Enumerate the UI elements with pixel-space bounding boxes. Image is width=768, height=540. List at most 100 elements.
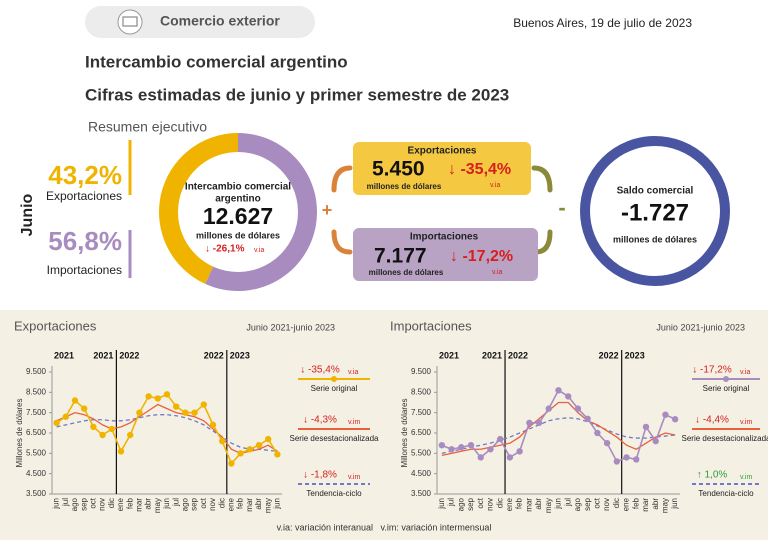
x-tick-label: nov xyxy=(208,498,217,511)
x-tick-label: may xyxy=(153,498,162,513)
x-tick-label: dic xyxy=(612,498,621,508)
series-marker xyxy=(81,405,88,412)
y-tick-label: 5.500 xyxy=(411,448,432,457)
balance-title: Saldo comercial xyxy=(617,186,694,197)
x-tick-label: may xyxy=(544,498,553,513)
year-label: 2021 xyxy=(439,350,459,360)
donut-segment xyxy=(205,133,317,291)
series-marker xyxy=(71,397,79,404)
series-marker xyxy=(246,446,253,453)
donut-segment xyxy=(159,133,238,284)
x-tick-label: feb xyxy=(125,497,134,509)
y-tick-label: 9.500 xyxy=(411,367,432,376)
series-marker xyxy=(671,416,679,423)
balance-value: -1.727 xyxy=(621,199,689,226)
legend-change-unit: v.im xyxy=(348,419,360,426)
series-marker xyxy=(642,423,650,431)
summary-label: Resumen ejecutivo xyxy=(88,119,207,135)
x-tick-label: nov xyxy=(98,498,107,511)
x-tick-label: abr xyxy=(254,498,263,510)
exports-value: 5.450 xyxy=(372,158,425,181)
series-marker xyxy=(535,419,543,427)
imports-change: ↓ -17,2% xyxy=(450,248,513,265)
imports-box xyxy=(353,228,538,281)
x-tick-label: sep xyxy=(466,497,475,510)
series-marker xyxy=(516,448,523,455)
x-tick-label: ene xyxy=(505,497,514,511)
x-tick-label: jun xyxy=(52,498,61,510)
series-marker xyxy=(90,423,97,431)
series-marker xyxy=(545,405,552,412)
x-tick-label: oct xyxy=(476,497,485,508)
section-name: Comercio exterior xyxy=(160,13,280,29)
x-tick-label: may xyxy=(661,498,670,513)
bracket-left xyxy=(331,165,353,255)
x-tick-label: nov xyxy=(602,498,611,511)
series-marker xyxy=(182,409,189,416)
series-marker xyxy=(487,446,494,453)
y-tick-label: 4.500 xyxy=(411,469,432,478)
year-label: 2021 xyxy=(54,350,74,360)
series-line xyxy=(441,417,676,454)
series-marker xyxy=(633,456,640,463)
section-icon xyxy=(117,9,143,35)
series-marker xyxy=(274,451,281,458)
year-label: 2022 xyxy=(508,350,528,360)
series-marker xyxy=(448,446,455,453)
legend-change-unit: v.ia xyxy=(348,369,358,376)
x-tick-label: jun xyxy=(437,498,446,510)
legend-change: ↓ -35,4% xyxy=(300,365,340,376)
section-icon-detail xyxy=(122,16,138,27)
period: Junio xyxy=(19,193,36,236)
x-tick-label: abr xyxy=(144,498,153,510)
x-tick-label: mar xyxy=(524,498,533,512)
series-marker xyxy=(136,409,143,416)
legend-label: Serie original xyxy=(311,384,358,393)
legend-change-unit: v.ia xyxy=(740,369,750,376)
x-tick-label: feb xyxy=(515,497,524,509)
legend-label: Serie original xyxy=(703,384,750,393)
y-tick-label: 8.500 xyxy=(26,387,47,396)
x-tick-label: jun xyxy=(554,498,563,510)
x-tick-label: jun xyxy=(670,498,679,510)
x-tick-label: ago xyxy=(70,497,79,511)
series-marker xyxy=(526,419,533,427)
series-marker xyxy=(99,431,106,439)
minus-sign: - xyxy=(558,195,565,220)
series-marker xyxy=(613,458,621,465)
series-marker xyxy=(191,409,198,416)
x-tick-label: ene xyxy=(116,497,125,511)
y-tick-label: 7.500 xyxy=(26,408,47,417)
legend-change: ↓ -1,8% xyxy=(303,470,337,481)
year-label: 2023 xyxy=(625,350,645,360)
y-axis-label: Millones de dólares xyxy=(400,399,409,468)
x-tick-label: mar xyxy=(245,498,254,512)
x-tick-label: jul xyxy=(563,498,572,507)
series-marker xyxy=(603,439,611,447)
series-marker xyxy=(219,437,226,445)
series-marker xyxy=(467,442,475,449)
series-line xyxy=(56,414,278,452)
series-marker xyxy=(255,442,263,449)
chart-subtitle: Junio 2021-junio 2023 xyxy=(656,322,745,332)
share-name: Exportaciones xyxy=(46,189,122,203)
x-tick-label: sep xyxy=(190,497,199,510)
series-marker xyxy=(265,435,272,443)
charts-panel xyxy=(0,310,768,540)
series-marker xyxy=(237,450,244,457)
y-tick-label: 5.500 xyxy=(26,448,47,457)
y-tick-label: 6.500 xyxy=(411,428,432,437)
share-value: 43,2% xyxy=(48,160,122,190)
y-axis-label: Millones de dólares xyxy=(15,399,24,468)
chart-title: Exportaciones xyxy=(14,318,97,333)
series-marker xyxy=(163,391,171,398)
series-marker xyxy=(438,442,446,449)
y-tick-label: 6.500 xyxy=(26,428,47,437)
year-label: 2021 xyxy=(93,350,113,360)
x-tick-label: mar xyxy=(135,498,144,512)
x-tick-label: jun xyxy=(162,498,171,510)
series-marker xyxy=(127,431,134,439)
series-marker xyxy=(652,437,659,445)
series-marker xyxy=(477,454,484,461)
